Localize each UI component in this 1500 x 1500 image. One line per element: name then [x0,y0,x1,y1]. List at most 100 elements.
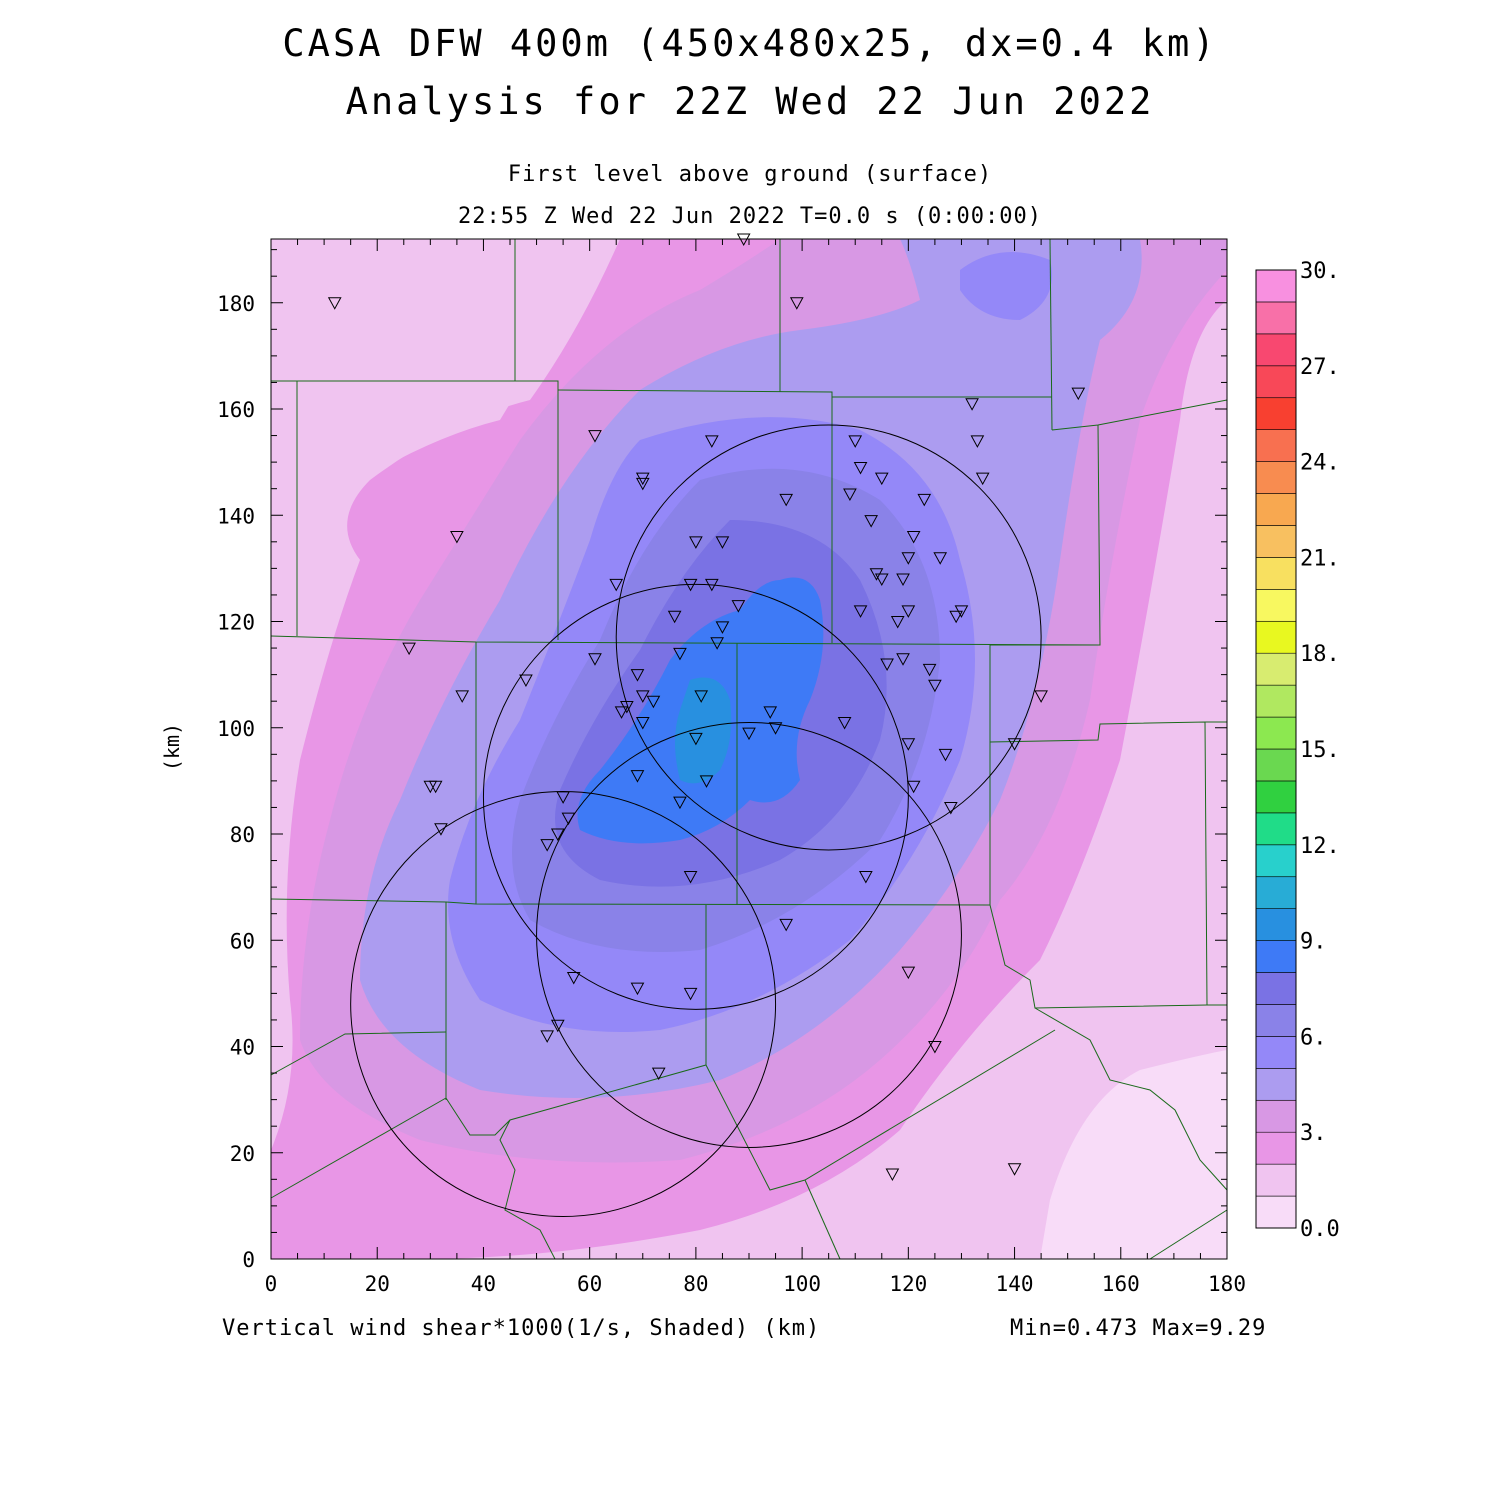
station-marker [566,971,581,985]
station-marker [561,812,576,826]
colorbar-label: 27. [1300,355,1340,380]
colorbar-swatch [1255,684,1297,718]
radar-ring-3 [536,721,962,1148]
colorbar-frame [1255,269,1297,1229]
colorbar-swatch [1255,620,1297,654]
station-marker [848,435,863,448]
station-marker [630,982,645,996]
station-marker [540,1030,555,1043]
station-marker [731,600,746,613]
colorbar-label: 3. [1300,1121,1327,1146]
x-tick-label: 180 [1208,1272,1246,1296]
colorbar-label: 15. [1300,738,1340,763]
county-boundaries [270,238,1228,1260]
y-tick-label: 140 [217,504,255,528]
station-marker [556,791,570,804]
station-marker [864,515,878,528]
station-marker [1071,387,1086,401]
station-marker [1034,690,1048,703]
station-marker [673,796,687,810]
station-marker [434,823,448,836]
station-marker [704,435,719,448]
colorbar-swatch [1255,589,1297,622]
colorbar-swatch [1255,1131,1297,1165]
station-marker [789,297,804,310]
colorbar-swatch [1255,844,1297,878]
station-marker [588,430,602,443]
station-marker [943,801,958,815]
colorbar-swatch [1255,748,1297,782]
station-marker [874,472,889,486]
station-marker [635,477,650,491]
station-marker [901,966,916,980]
station-marker [779,918,794,932]
colorbar-swatch [1255,1068,1297,1101]
station-marker [402,642,416,656]
colorbar-swatch [1255,1195,1297,1229]
station-marker [837,716,852,730]
plot-subtitle: Analysis for 22Z Wed 22 Jun 2022 [345,80,1155,123]
colorbar-swatch [1255,333,1297,367]
colorbar-swatch [1255,397,1297,430]
field-label: Vertical wind shear*1000(1/s, Shaded) (k… [222,1316,821,1341]
colorbar-swatch [1255,972,1297,1005]
x-tick-label: 100 [783,1272,821,1296]
x-tick-label: 60 [577,1272,602,1296]
station-marker [843,488,857,502]
station-marker [667,610,682,624]
colorbar-label: 30. [1300,259,1340,284]
colorbar-swatch [1255,493,1297,526]
y-tick-label: 180 [217,292,255,316]
colorbar-swatch [1255,716,1297,750]
colorbar-swatch [1255,365,1297,399]
colorbar-label: 21. [1300,546,1340,571]
y-axis: 0 20 40 60 80 100 120 140 160 180 [217,249,1227,1272]
plot-title: CASA DFW 400m (450x480x25, dx=0.4 km) [282,22,1218,65]
radar-ring-1 [615,424,1042,851]
station-marker [880,658,894,672]
station-marker [970,435,985,448]
radar-ring-2 [482,583,909,1010]
station-marker [710,637,724,650]
station-marker [901,605,916,618]
y-tick-label: 40 [230,1036,255,1060]
colorbar-swatch [1255,461,1297,494]
station-marker [630,770,645,783]
station-marker [896,573,910,587]
colorbar-swatch [1255,940,1297,973]
station-marker [635,690,650,703]
colorbar-swatch [1255,1163,1297,1197]
station-marker [928,1041,942,1054]
station-marker [885,1168,900,1182]
station-marker [683,578,698,592]
station-marker [588,653,602,666]
station-marker [614,706,629,719]
x-tick-label: 160 [1102,1272,1140,1296]
station-marker [715,621,730,634]
x-tick-label: 140 [996,1272,1034,1296]
station-markers [327,233,1086,1182]
station-marker [609,578,624,592]
colorbar-label: 24. [1300,451,1340,476]
station-marker [450,531,464,544]
station-marker [540,839,555,852]
station-marker [428,780,443,794]
y-tick-label: 20 [230,1142,255,1166]
station-marker [1007,1163,1022,1176]
colorbar-swatch [1255,269,1297,303]
colorbar-label: 18. [1300,642,1340,667]
station-marker [327,297,342,310]
colorbar-swatch [1255,525,1297,558]
x-tick-label: 80 [683,1272,708,1296]
y-tick-label: 60 [230,929,255,953]
colorbar-swatch [1255,876,1297,909]
station-marker [683,871,698,884]
colorbar-swatch [1255,301,1297,335]
station-marker [694,690,709,703]
station-marker [699,775,714,788]
station-marker [646,695,661,709]
colorbar-label: 12. [1300,834,1340,859]
x-axis: 0 20 40 60 80 100 120 140 160 180 [265,239,1246,1296]
station-marker [763,706,778,719]
